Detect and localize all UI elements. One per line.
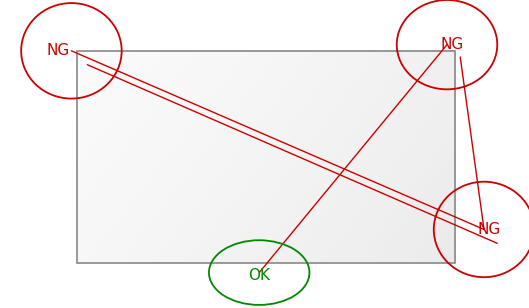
Text: NG: NG — [47, 43, 70, 58]
Text: NG: NG — [478, 222, 501, 237]
Bar — [77, 51, 455, 263]
Text: NG: NG — [441, 37, 464, 52]
Text: OK: OK — [248, 268, 270, 283]
